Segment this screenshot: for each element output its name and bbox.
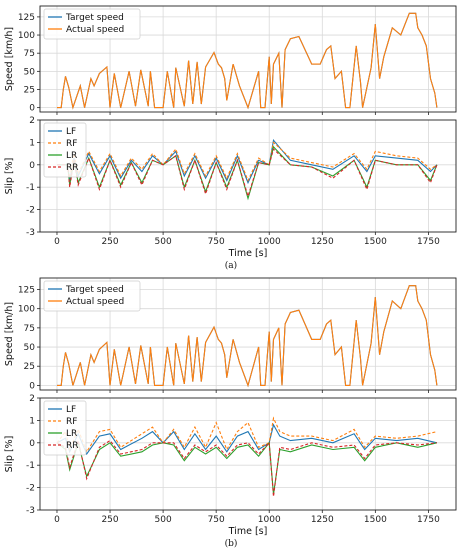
y-tick-label: -2 — [26, 484, 35, 494]
y-tick-label: 75 — [24, 324, 35, 334]
legend-label-actual: Actual speed — [66, 297, 124, 307]
series-line-actual — [57, 12, 438, 110]
legend-box — [43, 400, 87, 456]
figure-caption: (a) — [225, 260, 237, 271]
x-tick-label: 1500 — [364, 237, 387, 247]
x-tick-label: 500 — [155, 237, 172, 247]
x-tick-label: 250 — [101, 237, 118, 247]
legend: LF RF LR RR — [43, 122, 87, 178]
legend-label-RF: RF — [66, 139, 77, 149]
y-tick-label: 0 — [29, 439, 35, 449]
y-tick-label: 125 — [18, 13, 35, 23]
plot-frame — [39, 5, 457, 113]
legend-box — [43, 280, 141, 312]
series-line-RF — [56, 416, 438, 454]
y-tick-label: 0 — [29, 104, 35, 114]
y-tick-label: 2 — [29, 116, 35, 126]
legend-label-target: Target speed — [65, 285, 124, 295]
legend-label-target: Target speed — [65, 13, 124, 23]
legend-label-LR: LR — [66, 429, 77, 439]
x-tick-label: 1000 — [258, 237, 281, 247]
y-tick-label: -3 — [26, 506, 35, 516]
plot-frame — [39, 397, 457, 511]
series-line-LF — [57, 138, 438, 185]
x-tick-label: 500 — [155, 515, 172, 525]
figure-caption: (b) — [225, 538, 238, 549]
y-tick-label: 100 — [18, 31, 35, 41]
y-axis-label: Slip [%] — [4, 158, 15, 195]
x-tick-label: 0 — [54, 237, 60, 247]
legend-box — [43, 122, 87, 178]
x-tick-label: 1000 — [258, 515, 281, 525]
y-tick-label: 75 — [24, 49, 35, 59]
x-tick-label: 1750 — [417, 515, 440, 525]
legend-label-LF: LF — [66, 405, 76, 415]
legend: Target speed Actual speed — [43, 280, 141, 312]
legend-box — [43, 8, 141, 40]
legend-label-LR: LR — [66, 151, 77, 161]
y-tick-label: 25 — [24, 362, 35, 372]
y-tick-label: 125 — [18, 286, 35, 296]
y-tick-label: 1 — [29, 416, 35, 426]
legend-label-RR: RR — [66, 441, 79, 451]
series-line-LF — [56, 423, 438, 456]
x-tick-label: 750 — [208, 237, 225, 247]
y-tick-label: -1 — [26, 183, 35, 193]
y-tick-label: 0 — [29, 381, 35, 391]
series-line-LR — [56, 440, 438, 495]
x-tick-label: 250 — [101, 515, 118, 525]
y-tick-label: 2 — [29, 394, 35, 404]
y-tick-label: 25 — [24, 85, 35, 95]
y-tick-label: 0 — [29, 161, 35, 171]
x-tick-label: 0 — [54, 515, 60, 525]
plot-frame — [39, 277, 457, 391]
y-tick-label: -3 — [26, 228, 35, 238]
legend-label-RF: RF — [66, 417, 77, 427]
legend: LF RF LR RR — [43, 400, 87, 456]
x-tick-label: 1500 — [364, 515, 387, 525]
series-line-RR — [57, 148, 438, 199]
x-tick-label: 750 — [208, 515, 225, 525]
y-tick-label: 1 — [29, 138, 35, 148]
series-line-actual — [57, 285, 438, 388]
legend-label-RR: RR — [66, 163, 79, 173]
chart-a-slip: -3 -2 -1 0 1 2 0 250 500 750 1000 1250 1500 1750 Slip … — [4, 116, 457, 259]
x-tick-label: 1750 — [417, 237, 440, 247]
plot-frame — [39, 119, 457, 233]
y-axis-label: Speed [km/h] — [4, 302, 15, 366]
x-axis-label: Time [s] — [228, 526, 268, 537]
series-line-RR — [56, 438, 437, 497]
x-tick-label: 1250 — [311, 515, 334, 525]
legend-label-LF: LF — [66, 127, 76, 137]
legend-label-actual: Actual speed — [66, 25, 124, 35]
x-axis-label: Time [s] — [228, 248, 268, 259]
series-line-RF — [57, 141, 438, 182]
y-axis-label: Speed [km/h] — [4, 27, 15, 91]
chart-b-slip: -3 -2 -1 0 1 2 0 250 500 750 1000 1250 1500 1750 Slip … — [4, 394, 457, 537]
y-tick-label: -1 — [26, 461, 35, 471]
y-tick-label: 50 — [24, 343, 36, 353]
legend: Target speed Actual speed — [43, 8, 141, 40]
y-tick-label: 100 — [18, 305, 35, 315]
y-tick-label: 50 — [24, 67, 36, 77]
y-tick-label: -2 — [26, 206, 35, 216]
x-tick-label: 1250 — [311, 237, 334, 247]
series-line-LR — [57, 145, 438, 201]
y-axis-label: Slip [%] — [4, 436, 15, 473]
